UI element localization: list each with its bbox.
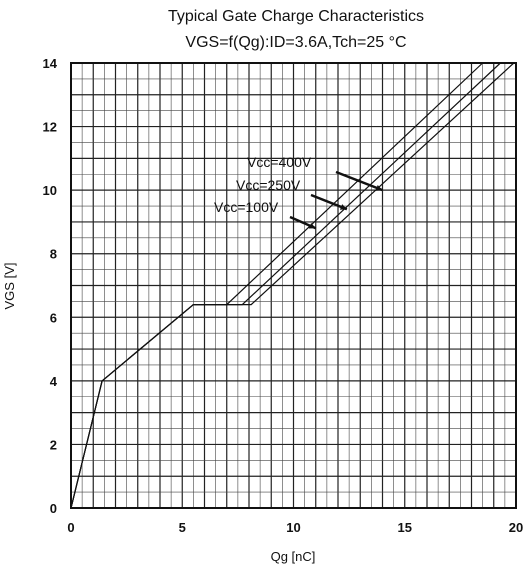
y-tick-label: 4 <box>50 374 58 389</box>
plot-grid <box>71 63 516 508</box>
x-tick-label: 10 <box>286 520 300 535</box>
annotation-label: Vcc=100V <box>214 199 279 215</box>
plot-frame <box>70 62 517 509</box>
x-tick-label: 15 <box>398 520 412 535</box>
x-tick-label: 0 <box>67 520 74 535</box>
annotation-arrow <box>310 193 348 211</box>
x-tick-labels: 0 5 10 15 20 <box>67 520 523 535</box>
y-tick-label: 14 <box>43 56 58 71</box>
chart-title: Typical Gate Charge Characteristics <box>168 8 424 25</box>
y-tick-label: 0 <box>50 501 57 516</box>
x-axis-label: Qg [nC] <box>271 549 316 564</box>
y-tick-label: 8 <box>50 247 57 262</box>
annotation-label: Vcc=400V <box>247 154 312 170</box>
chart-subtitle: VGS=f(Qg):ID=3.6A,Tch=25 °C <box>185 34 406 51</box>
y-tick-label: 6 <box>50 310 57 325</box>
annotation-label: Vcc=250V <box>236 177 301 193</box>
y-tick-label: 2 <box>50 437 57 452</box>
y-tick-label: 12 <box>43 120 57 135</box>
y-axis-label: VGS [V] <box>2 263 17 310</box>
annotation-arrow <box>335 170 383 192</box>
annotations: Vcc=400V Vcc=250V Vcc=100V <box>214 154 383 230</box>
y-tick-labels: 0 2 4 6 8 10 12 14 <box>43 56 58 516</box>
annotation-arrowhead <box>339 204 347 210</box>
annotation-arrowhead <box>308 222 316 229</box>
x-tick-label: 20 <box>509 520 523 535</box>
annotation-arrowhead <box>375 185 383 191</box>
x-tick-label: 5 <box>179 520 186 535</box>
y-tick-label: 10 <box>43 183 57 198</box>
